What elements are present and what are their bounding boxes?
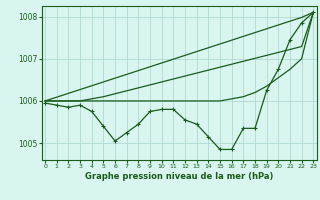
X-axis label: Graphe pression niveau de la mer (hPa): Graphe pression niveau de la mer (hPa): [85, 172, 273, 181]
